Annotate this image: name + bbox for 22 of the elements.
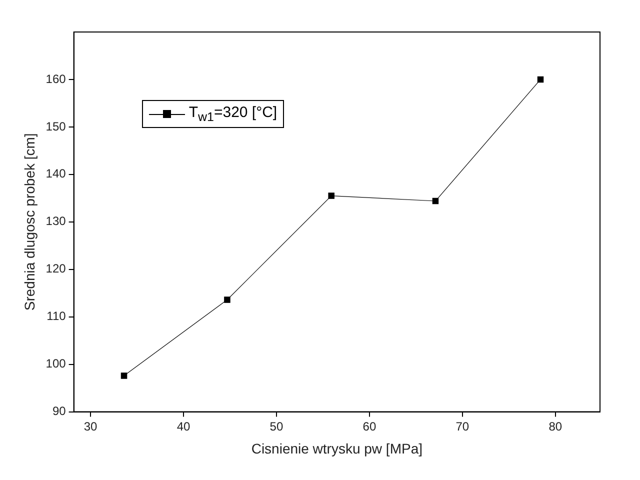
x-tick-label: 70 (456, 419, 470, 434)
x-axis-title: Cisnienie wtrysku pw [MPa] (251, 440, 422, 456)
x-tick-label: 30 (84, 419, 98, 434)
y-tick-label: 160 (46, 72, 66, 86)
y-tick-label: 120 (46, 262, 66, 276)
legend-label: T$_{w1}$=320 [°C] (188, 104, 278, 124)
x-tick-label: 80 (548, 419, 562, 434)
point (432, 198, 439, 204)
point (328, 192, 334, 199)
y-tick-label: 150 (46, 119, 66, 134)
y-tick-label: 90 (52, 404, 66, 418)
x-tick-label: 40 (176, 419, 191, 434)
point (224, 296, 230, 303)
y-tick-label: 100 (46, 356, 66, 371)
y-axis-title: Srednia dlugosc probek [cm] (21, 133, 38, 311)
point (537, 76, 544, 83)
y-tick-label: 110 (46, 309, 66, 324)
y-tick-label: 130 (46, 214, 66, 228)
x-tick-label: 50 (270, 419, 284, 434)
point (120, 372, 128, 379)
y-tick-label: 140 (46, 166, 66, 181)
x-tick-label: 60 (362, 419, 376, 434)
